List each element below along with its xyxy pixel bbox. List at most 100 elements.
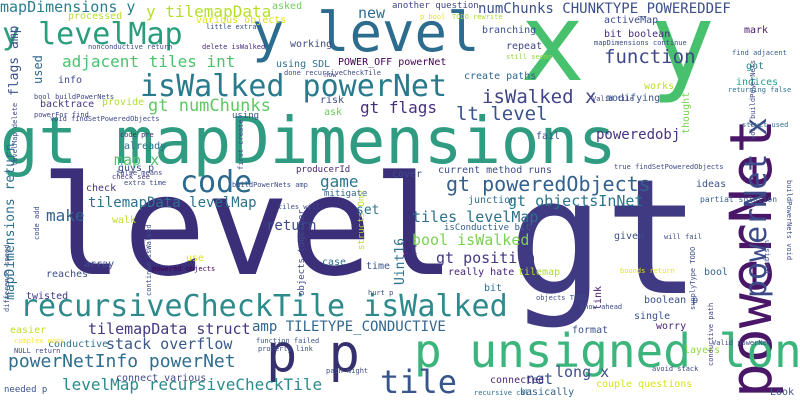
word: backtrace <box>40 99 95 110</box>
word: thought <box>681 91 692 134</box>
word: conductive path <box>707 302 715 366</box>
word: extra time <box>124 179 167 187</box>
word: make <box>46 206 85 225</box>
word: POWER_OFF powerNet <box>338 57 447 68</box>
word: done recursiveCheckTile <box>284 69 381 77</box>
word: processed <box>68 11 123 22</box>
word: single <box>634 311 671 322</box>
word: worry <box>656 321 687 332</box>
word: avoid stack <box>652 365 699 373</box>
word: flags amp <box>7 25 22 96</box>
word: easier <box>10 325 47 336</box>
word: y level <box>252 1 480 64</box>
word: using SDL <box>276 59 331 70</box>
word: y tilemapData <box>146 2 272 21</box>
word: bounds return <box>620 267 675 275</box>
word: another question <box>392 1 479 11</box>
word: now <box>324 71 337 79</box>
word: fail <box>536 131 561 142</box>
word: check see <box>112 173 150 181</box>
word: guys p <box>118 163 155 174</box>
word: Valid powerNet <box>712 339 772 347</box>
word: net <box>526 370 554 388</box>
word: partial solution <box>700 195 778 204</box>
word: boolean p <box>644 295 699 306</box>
word: little extra <box>206 23 257 31</box>
word: code <box>180 165 253 200</box>
word: map x <box>114 151 160 169</box>
word: code add <box>33 206 41 240</box>
word: ask <box>324 107 343 118</box>
word: delete isWalked <box>202 43 266 51</box>
word: hurt p <box>368 289 394 297</box>
word: bool <box>704 267 729 278</box>
word: basically <box>520 387 575 398</box>
word: buildPowerNets amp <box>232 181 308 189</box>
word: Valid tile <box>592 95 635 103</box>
word: long x <box>555 363 610 381</box>
word: y levelMap <box>2 17 183 52</box>
word: Look <box>770 387 795 398</box>
word: connect various <box>116 373 207 384</box>
word: function failed <box>256 337 320 345</box>
word: continue isWalked <box>145 224 153 296</box>
word: needed p <box>4 385 48 395</box>
word: given <box>614 231 645 242</box>
word: connected <box>490 375 545 386</box>
word: TODO rewrite <box>452 13 503 21</box>
word: indices <box>736 77 779 88</box>
word: bool buildPowerNets <box>34 93 115 101</box>
word: gt numChunks <box>148 96 271 116</box>
word: levelMap recursiveCheckTile <box>62 375 323 394</box>
word: struct used <box>742 121 789 129</box>
word: format <box>572 325 609 336</box>
word: nonconductive return <box>88 43 173 51</box>
word: still seems <box>506 53 553 61</box>
word: void buildPowerNets <box>749 59 757 140</box>
word: tiles will <box>278 203 321 211</box>
word: recursiveCheckTile isWalked <box>20 289 508 324</box>
word: set <box>356 203 380 218</box>
word: asked <box>272 1 303 12</box>
word: bit <box>484 283 503 294</box>
word: adjacent tiles int <box>62 52 236 71</box>
word: already <box>124 141 167 152</box>
word: p p <box>266 324 360 384</box>
word: branching <box>482 25 537 36</box>
word: bit boolean <box>604 29 671 40</box>
word: tilemapData levelMap <box>88 195 257 211</box>
word: find adjacent <box>732 49 787 57</box>
word: really hate <box>448 267 515 278</box>
word: tile <box>380 363 458 400</box>
word: lt level <box>456 103 548 125</box>
word: poweredobj <box>596 127 681 143</box>
word: powered objects <box>152 265 216 273</box>
word: difference speed <box>3 244 11 312</box>
word: code pre <box>120 131 154 139</box>
word: p unsigned long <box>414 324 800 378</box>
word: gt position <box>436 249 536 267</box>
word: junction <box>468 195 517 206</box>
word: void findSetPoweredObjects <box>50 115 160 123</box>
word: numChunks CHUNKTYPE_POWEREDDEF <box>478 1 731 17</box>
word: will fail <box>664 233 702 241</box>
word: gt <box>508 144 701 331</box>
word: modifying <box>606 93 661 104</box>
word: mapDimensions y <box>0 0 136 16</box>
word: use <box>186 253 205 264</box>
word: gt objectsInNet <box>508 192 644 210</box>
word: new <box>358 4 386 22</box>
word: ideas <box>696 179 727 190</box>
word: works <box>644 81 675 92</box>
word: reaches <box>46 269 89 280</box>
word: walk <box>112 215 137 226</box>
word: returning false <box>728 86 792 94</box>
word: runs <box>528 165 553 176</box>
word: structs One <box>357 190 367 250</box>
word: repeat <box>506 41 543 52</box>
word: using <box>232 111 260 121</box>
word: tiles levelMap <box>412 208 539 226</box>
word: current method <box>438 165 523 176</box>
word: objects TODO <box>536 294 587 302</box>
